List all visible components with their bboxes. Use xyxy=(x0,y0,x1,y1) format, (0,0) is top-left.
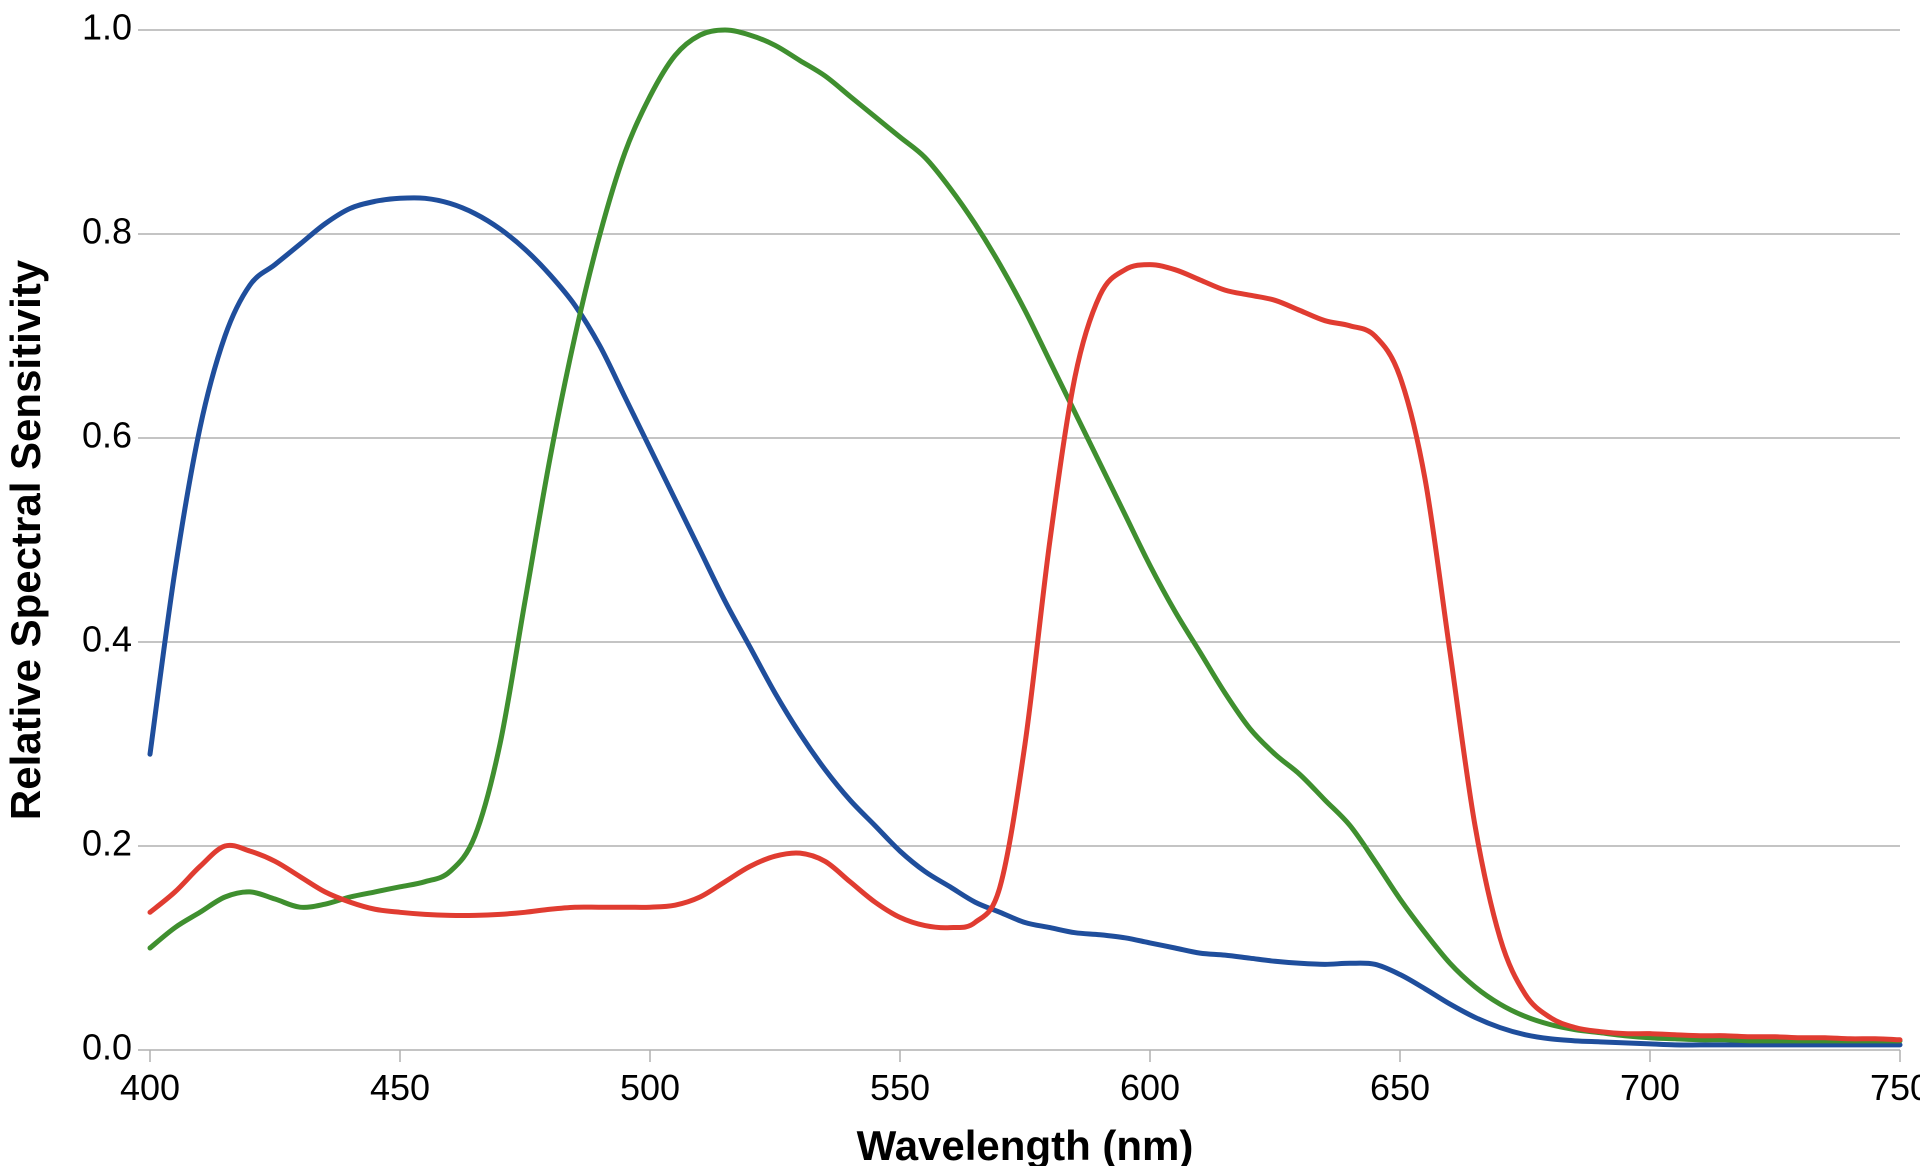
spectral-sensitivity-chart: 0.0 0.2 0.4 0.6 0.8 1.0 400 450 500 550 600 650 700 7… xyxy=(0,0,1920,1166)
chart-background xyxy=(0,0,1920,1166)
x-tick-label: 600 xyxy=(1120,1067,1180,1108)
y-tick-label: 0.8 xyxy=(82,211,132,252)
x-tick-label: 750 xyxy=(1870,1067,1920,1108)
x-tick-label: 450 xyxy=(370,1067,430,1108)
x-tick-label: 500 xyxy=(620,1067,680,1108)
chart-svg: 0.0 0.2 0.4 0.6 0.8 1.0 400 450 500 550 600 650 700 7… xyxy=(0,0,1920,1166)
y-tick-label: 0.6 xyxy=(82,415,132,456)
x-axis-label: Wavelength (nm) xyxy=(857,1122,1194,1166)
x-tick-label: 550 xyxy=(870,1067,930,1108)
x-tick-label: 400 xyxy=(120,1067,180,1108)
x-tick-label: 700 xyxy=(1620,1067,1680,1108)
y-tick-label: 1.0 xyxy=(82,7,132,48)
y-axis-label: Relative Spectral Sensitivity xyxy=(2,259,49,820)
y-tick-label: 0.2 xyxy=(82,823,132,864)
y-tick-label: 0.0 xyxy=(82,1027,132,1068)
y-tick-label: 0.4 xyxy=(82,619,132,660)
x-tick-label: 650 xyxy=(1370,1067,1430,1108)
